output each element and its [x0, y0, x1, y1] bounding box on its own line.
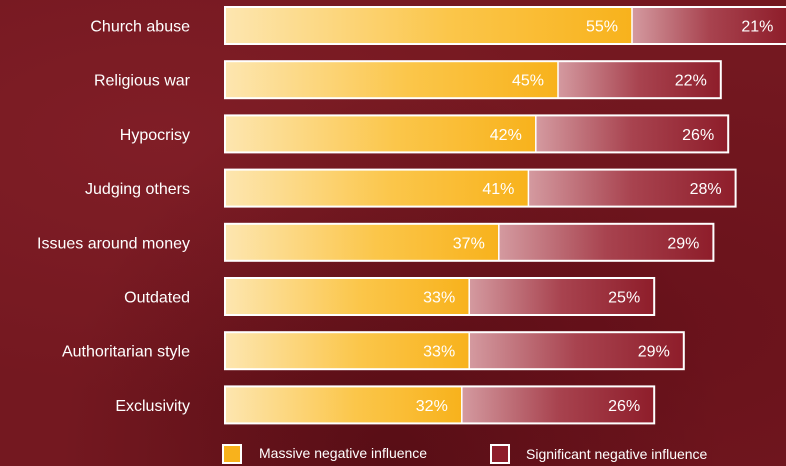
legend-swatch-significant — [490, 444, 510, 464]
bar-outline — [224, 331, 685, 371]
category-label: Authoritarian style — [62, 344, 190, 361]
bar-outline — [224, 385, 656, 425]
value-label-massive: 33% — [423, 290, 455, 307]
bar-outline — [224, 277, 656, 316]
bar-massive — [225, 169, 529, 207]
bar-outline — [224, 60, 722, 100]
bar-row: Exclusivity 32% 26% — [115, 385, 656, 425]
value-label-significant: 26% — [608, 398, 640, 415]
category-label: Outdated — [124, 290, 190, 307]
category-label: Exclusivity — [115, 398, 190, 415]
legend-swatch-massive — [222, 444, 242, 464]
value-label-massive: 41% — [482, 181, 514, 198]
value-label-significant: 21% — [741, 19, 773, 36]
bar-outline — [224, 222, 715, 262]
bar-row: Church abuse 55% 21% — [90, 6, 786, 45]
bar-row: Issues around money 37% 29% — [37, 222, 715, 262]
value-label-massive: 37% — [453, 235, 485, 252]
category-label: Church abuse — [90, 19, 190, 36]
bar-massive — [225, 61, 558, 99]
value-label-massive: 32% — [416, 398, 448, 415]
bar-massive — [225, 278, 470, 315]
bar-outline — [224, 168, 737, 208]
value-label-massive: 42% — [490, 127, 522, 144]
bar-row: Outdated 33% 25% — [124, 277, 656, 316]
value-label-significant: 22% — [675, 73, 707, 90]
bar-significant — [469, 332, 684, 370]
bar-outline — [224, 6, 786, 45]
bar-significant — [558, 61, 721, 99]
category-label: Issues around money — [37, 235, 190, 252]
category-label: Judging others — [85, 181, 190, 198]
category-label: Hypocrisy — [120, 127, 190, 144]
value-label-massive: 55% — [586, 19, 618, 36]
value-label-significant: 29% — [667, 235, 699, 252]
bar-massive — [225, 223, 499, 261]
bar-row: Hypocrisy 42% 26% — [120, 114, 730, 154]
value-label-significant: 28% — [690, 181, 722, 198]
category-label: Religious war — [94, 73, 191, 90]
bar-massive — [225, 115, 536, 153]
bar-significant — [535, 115, 729, 153]
legend-label-significant: Significant negative influence — [526, 446, 708, 462]
bar-outline — [224, 114, 730, 154]
bar-significant — [498, 223, 714, 261]
bar-massive — [225, 7, 632, 44]
bar-row: Judging others 41% 28% — [85, 168, 737, 208]
legend: Massive negative influence Significant n… — [222, 444, 708, 464]
bar-significant — [632, 7, 786, 44]
value-label-massive: 33% — [423, 344, 455, 361]
bar-significant — [528, 169, 736, 207]
bar-massive — [225, 332, 470, 370]
bar-significant — [461, 386, 655, 424]
bar-massive — [225, 386, 462, 424]
legend-label-massive: Massive negative influence — [259, 445, 427, 461]
value-label-massive: 45% — [512, 73, 544, 90]
bar-row: Religious war 45% 22% — [94, 60, 722, 100]
value-label-significant: 25% — [608, 290, 640, 307]
bar-row: Authoritarian style 33% 29% — [62, 331, 685, 371]
value-label-significant: 26% — [682, 127, 714, 144]
bar-significant — [469, 278, 655, 315]
value-label-significant: 29% — [638, 344, 670, 361]
bars-group: Church abuse 55% 21% Religious war 45% 22% Hyp… — [37, 6, 786, 425]
